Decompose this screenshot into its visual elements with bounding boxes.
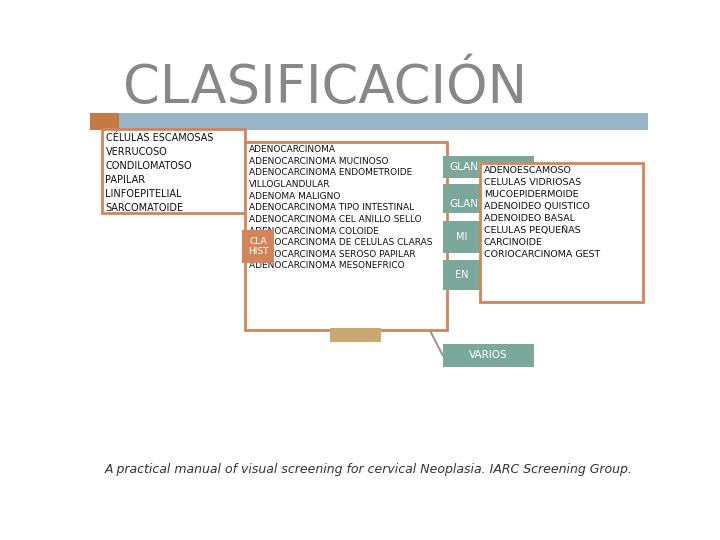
Bar [443,184,534,213]
Text: CLA
HIST: CLA HIST [248,237,269,256]
Bar [245,142,446,330]
Bar [90,113,120,130]
Bar [480,164,642,302]
Bar [443,343,534,367]
Bar [102,130,245,213]
Text: GLANDULARES: GLANDULARES [449,162,527,172]
Text: CLASIFICACIÓN: CLASIFICACIÓN [122,62,526,114]
Text: ADENOCARCINOMA
ADENOCARCINOMA MUCINOSO
ADENOCARCINOMA ENDOMETROIDE
VILLOGLANDULA: ADENOCARCINOMA ADENOCARCINOMA MUCINOSO A… [249,145,433,271]
Bar [90,113,648,130]
Bar [443,157,534,178]
Bar [443,260,482,289]
Text: CÉLULAS ESCAMOSAS
VERRUCOSO
CONDILOMATOSO
PAPILAR
LINFOEPITELIAL
SARCOMATOIDE: CÉLULAS ESCAMOSAS VERRUCOSO CONDILOMATOS… [106,133,213,213]
Bar [242,231,274,262]
Text: MI: MI [456,232,468,242]
Text: ADENOESCAMOSO
CELULAS VIDRIOSAS
MUCOEPIDERMOIDE
ADENOIDEO QUISTICO
ADENOIDEO BAS: ADENOESCAMOSO CELULAS VIDRIOSAS MUCOEPID… [484,166,600,259]
Text: NO
GLANDULARES: NO GLANDULARES [449,187,527,209]
Text: VARIOS: VARIOS [469,350,508,360]
Text: A practical manual of visual screening for cervical Neoplasia. IARC Screening Gr: A practical manual of visual screening f… [105,463,633,476]
Text: EN: EN [455,270,469,280]
Bar [443,221,482,253]
Bar [330,328,381,342]
